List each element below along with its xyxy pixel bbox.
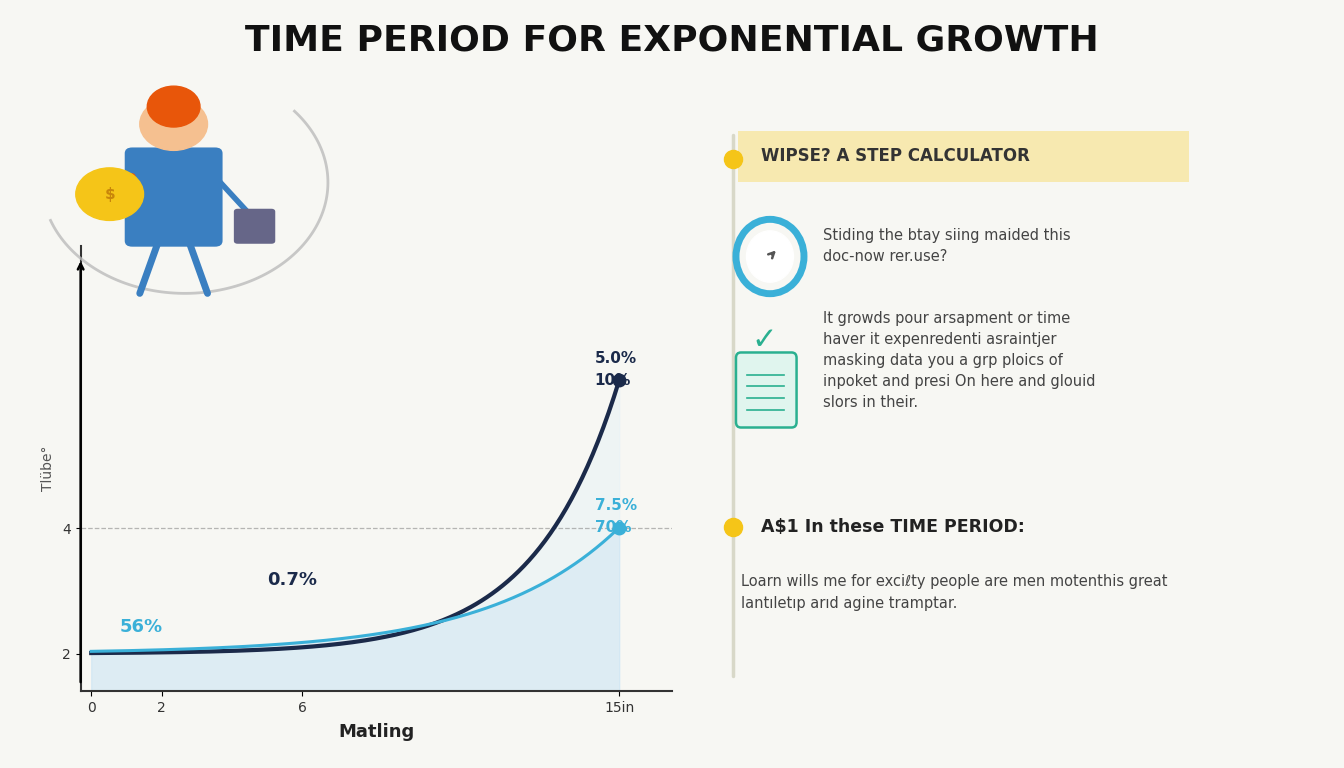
Text: WIPSE? A STEP CALCULATOR: WIPSE? A STEP CALCULATOR bbox=[761, 147, 1030, 165]
FancyBboxPatch shape bbox=[125, 147, 223, 247]
Text: ✓: ✓ bbox=[751, 326, 777, 356]
Text: 7.5%: 7.5% bbox=[594, 498, 637, 513]
Text: A$1 In these TIME PERIOD:: A$1 In these TIME PERIOD: bbox=[761, 518, 1024, 536]
FancyBboxPatch shape bbox=[234, 209, 276, 243]
Text: Loarn wills me for exciℓty people are men motenthis great
lantıletıp arıd agine : Loarn wills me for exciℓty people are me… bbox=[741, 574, 1168, 611]
Text: $: $ bbox=[105, 187, 116, 202]
Circle shape bbox=[746, 231, 793, 282]
Text: It growds pour arsapment or time
haver it expenredenti asraintjer
masking data y: It growds pour arsapment or time haver i… bbox=[823, 310, 1095, 409]
X-axis label: Matling: Matling bbox=[339, 723, 414, 741]
Y-axis label: Tlübe°: Tlübe° bbox=[42, 445, 55, 492]
Circle shape bbox=[148, 86, 200, 127]
Text: 70%: 70% bbox=[594, 520, 632, 535]
Circle shape bbox=[75, 168, 144, 220]
Text: 5.0%: 5.0% bbox=[594, 351, 637, 366]
FancyBboxPatch shape bbox=[737, 353, 797, 428]
Circle shape bbox=[140, 98, 207, 151]
Text: 0.7%: 0.7% bbox=[267, 571, 317, 588]
Text: 10%: 10% bbox=[594, 372, 630, 388]
Text: 56%: 56% bbox=[120, 617, 163, 636]
Text: Stiding the btay siing maided this
doc-now rer.use?: Stiding the btay siing maided this doc-n… bbox=[823, 228, 1070, 264]
FancyBboxPatch shape bbox=[738, 131, 1189, 182]
Text: TIME PERIOD FOR EXPONENTIAL GROWTH: TIME PERIOD FOR EXPONENTIAL GROWTH bbox=[245, 23, 1099, 57]
